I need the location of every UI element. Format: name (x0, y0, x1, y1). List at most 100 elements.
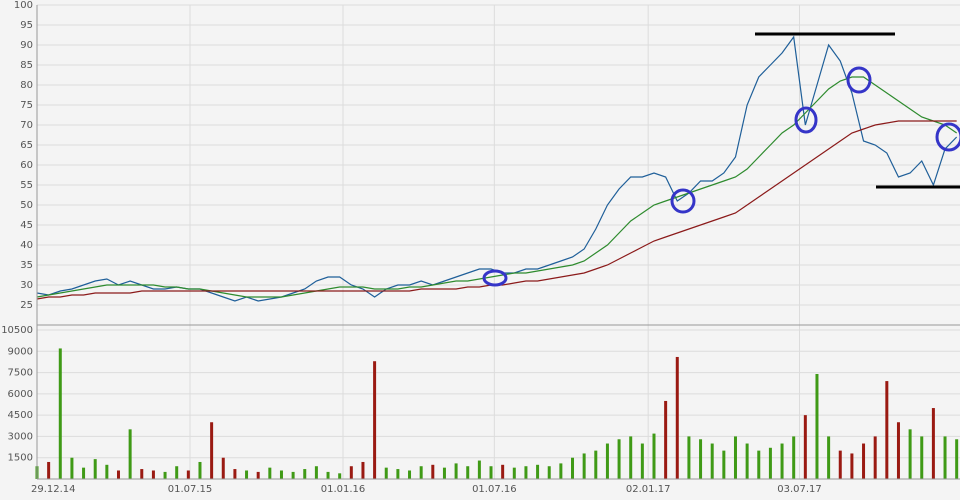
volume-bar (349, 466, 353, 479)
volume-bar (396, 469, 400, 479)
volume-bar (338, 473, 342, 479)
annotations (482, 32, 960, 287)
volume-bar (373, 361, 377, 479)
volume-bar (896, 422, 900, 479)
highlight-circle (794, 106, 818, 134)
series-line (36, 76, 958, 298)
volume-bar (931, 408, 935, 479)
y-tick-label: 65 (20, 140, 33, 151)
volume-bar (221, 457, 225, 479)
volume-bar (955, 439, 959, 479)
volume-bar (419, 466, 423, 479)
volume-bar (722, 450, 726, 479)
volume-bar (571, 457, 575, 479)
volume-bar (256, 471, 260, 479)
volume-bar (780, 443, 784, 479)
volume-bar (128, 429, 132, 479)
volume-bar (501, 464, 505, 479)
volume-bar (605, 443, 609, 479)
y-tick-label: 6000 (8, 389, 33, 400)
x-tick-label: 01.07.16 (472, 484, 517, 495)
x-tick-label: 03.07.17 (777, 484, 822, 495)
x-tick-label: 02.01.17 (626, 484, 671, 495)
y-tick-label: 100 (14, 0, 33, 11)
volume-bar (733, 436, 737, 479)
volume-bar (163, 471, 167, 479)
volume-bar (489, 466, 493, 479)
y-tick-label: 4500 (8, 410, 33, 421)
y-tick-label: 75 (20, 100, 33, 111)
volume-bar (885, 381, 889, 479)
y-tick-label: 95 (20, 20, 33, 31)
volume-bar (186, 470, 190, 479)
y-tick-label: 7500 (8, 368, 33, 379)
y-tick-label: 85 (20, 60, 33, 71)
volume-bar (116, 470, 120, 479)
x-tick-label: 01.07.15 (168, 484, 213, 495)
volume-bar (70, 457, 74, 479)
volume-bar (699, 439, 703, 479)
y-tick-label: 45 (20, 220, 33, 231)
y-tick-label: 35 (20, 260, 33, 271)
highlight-circle (670, 188, 696, 214)
volume-bar (442, 467, 446, 479)
volume-bar (920, 436, 924, 479)
highlight-circle (935, 122, 960, 152)
volume-bar (477, 460, 481, 479)
volume-bar (361, 461, 365, 479)
volume-bar (908, 429, 912, 479)
volume-bar (512, 467, 516, 479)
volume-bar (151, 470, 155, 479)
volume-bar (640, 443, 644, 479)
volume-bar (536, 464, 540, 479)
y-tick-label: 9000 (8, 346, 33, 357)
volume-bar (105, 464, 109, 479)
volume-bar (303, 469, 307, 479)
volume-bar (652, 433, 656, 479)
volume-bar (140, 469, 144, 479)
volume-bar (617, 439, 621, 479)
volume-bar (454, 463, 458, 479)
y-tick-label: 50 (20, 200, 33, 211)
volume-bar (210, 422, 214, 479)
y-tick-label: 1500 (8, 453, 33, 464)
volume-bar (594, 450, 598, 479)
volume-bar (268, 467, 272, 479)
volume-bar (745, 443, 749, 479)
volume-bar (768, 447, 772, 479)
volume-bar (93, 459, 97, 479)
y-tick-label: 30 (20, 280, 33, 291)
volume-bar (664, 400, 668, 479)
volume-bar (757, 450, 761, 479)
y-tick-label: 3000 (8, 431, 33, 442)
volume-bar (792, 436, 796, 479)
volume-bar (710, 443, 714, 479)
volume-bar (384, 467, 388, 479)
y-tick-label: 10500 (1, 325, 33, 336)
volume-bar (675, 356, 679, 479)
x-tick-label: 01.01.16 (321, 484, 366, 495)
volume-bar (326, 471, 330, 479)
highlight-circle (846, 66, 872, 94)
volume-bar (803, 415, 807, 479)
x-tick-label: 29.12.14 (31, 484, 76, 495)
volume-bar (175, 466, 179, 479)
volume-bar (408, 470, 412, 479)
y-tick-label: 90 (20, 40, 33, 51)
volume-bar (58, 348, 62, 479)
volume-bar (291, 471, 295, 479)
volume-bar (815, 373, 819, 479)
volume-bar (47, 461, 51, 479)
volume-bar (198, 461, 202, 479)
volume-bar (245, 470, 249, 479)
y-tick-label: 55 (20, 180, 33, 191)
y-tick-label: 60 (20, 160, 33, 171)
volume-bar (582, 453, 586, 479)
volume-bar (82, 467, 86, 479)
volume-bar (629, 436, 633, 479)
volume-bar (862, 443, 866, 479)
volume-bar (850, 453, 854, 479)
volume-bar (873, 436, 877, 479)
y-tick-label: 80 (20, 80, 33, 91)
